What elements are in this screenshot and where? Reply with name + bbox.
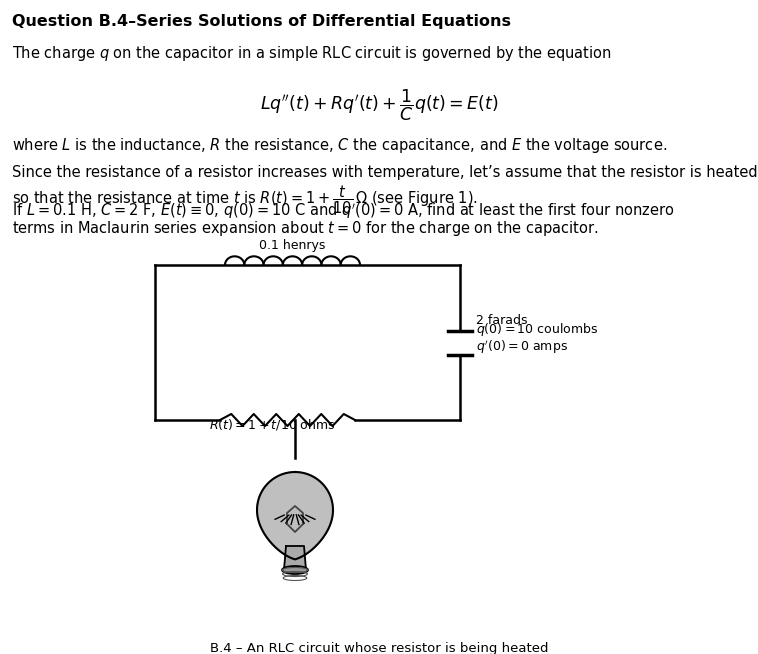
Text: $Lq''(t) + Rq'(t) + \dfrac{1}{C}q(t) = E(t)$: $Lq''(t) + Rq'(t) + \dfrac{1}{C}q(t) = E… — [260, 88, 498, 124]
Text: 2 farads: 2 farads — [476, 313, 528, 326]
Text: The charge $q$ on the capacitor in a simple RLC circuit is governed by the equat: The charge $q$ on the capacitor in a sim… — [12, 44, 612, 63]
Text: B.4 – An RLC circuit whose resistor is being heated: B.4 – An RLC circuit whose resistor is b… — [210, 642, 548, 654]
Text: Since the resistance of a resistor increases with temperature, let’s assume that: Since the resistance of a resistor incre… — [12, 165, 758, 180]
Text: $R(t)  = 1 + t/10$ ohms: $R(t) = 1 + t/10$ ohms — [209, 417, 336, 432]
Text: If $L = 0.1$ H, $C = 2$ F, $E(t) \equiv 0$, $q(0) = 10$ C and $q'(0) = 0$ A, fin: If $L = 0.1$ H, $C = 2$ F, $E(t) \equiv … — [12, 201, 675, 220]
Ellipse shape — [282, 566, 308, 574]
Polygon shape — [257, 472, 333, 559]
Text: so that the resistance at time $t$ is $R(t) = 1 + \dfrac{t}{10}\,\Omega$ (see Fi: so that the resistance at time $t$ is $R… — [12, 183, 478, 216]
Text: $q(0) = 10$ coulombs: $q(0) = 10$ coulombs — [476, 322, 599, 339]
Text: Question B.4–Series Solutions of Differential Equations: Question B.4–Series Solutions of Differe… — [12, 14, 511, 29]
Text: 0.1 henrys: 0.1 henrys — [259, 239, 326, 252]
Text: where $L$ is the inductance, $R$ the resistance, $C$ the capacitance, and $E$ th: where $L$ is the inductance, $R$ the res… — [12, 136, 667, 155]
Text: terms in Maclaurin series expansion about $t = 0$ for the charge on the capacito: terms in Maclaurin series expansion abou… — [12, 219, 599, 238]
Polygon shape — [284, 546, 306, 570]
Text: $q'(0) = 0$ amps: $q'(0) = 0$ amps — [476, 339, 568, 356]
